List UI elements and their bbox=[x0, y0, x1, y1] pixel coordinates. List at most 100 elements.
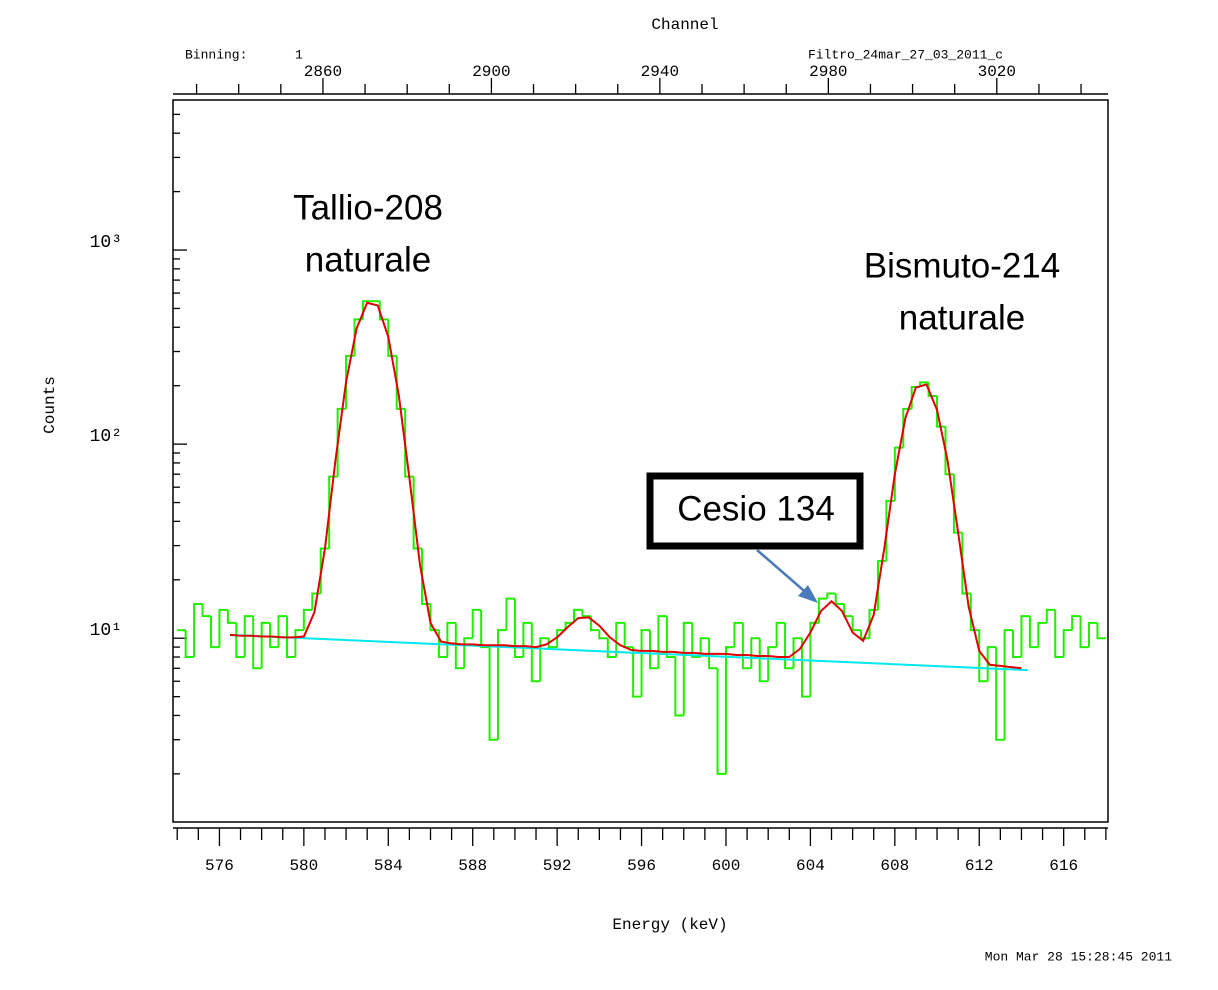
histogram-bin bbox=[927, 382, 938, 397]
histogram-bin bbox=[674, 657, 684, 717]
x-tick-label: 580 bbox=[289, 857, 318, 875]
histogram-bin bbox=[235, 622, 245, 659]
histogram-bin bbox=[1054, 609, 1064, 659]
annotation-text: Cesio 134 bbox=[677, 489, 835, 528]
annotation-text: Tallio-208 bbox=[293, 188, 443, 227]
x-tick-label: 608 bbox=[880, 857, 909, 875]
histogram-bin bbox=[1062, 629, 1073, 658]
x-tick-label: 592 bbox=[543, 857, 572, 875]
histogram-bin bbox=[691, 622, 701, 659]
histogram-bin bbox=[480, 609, 490, 649]
histogram-bin bbox=[623, 622, 634, 649]
x-tick-label: 576 bbox=[205, 857, 234, 875]
histogram-bin bbox=[606, 638, 617, 659]
histogram-bin bbox=[463, 637, 473, 669]
x-tick-label: 612 bbox=[965, 857, 994, 875]
x2-tick-label: 2900 bbox=[472, 63, 510, 81]
annotation-text: naturale bbox=[899, 298, 1025, 337]
histogram-bin bbox=[995, 647, 1005, 741]
histogram-bin bbox=[969, 593, 980, 632]
histogram-bin bbox=[640, 629, 650, 697]
histogram-bin bbox=[488, 647, 499, 741]
histogram-bin bbox=[1045, 608, 1056, 623]
histogram-bin bbox=[1071, 615, 1081, 631]
histogram-bin bbox=[412, 476, 423, 550]
histogram-bin bbox=[513, 598, 524, 659]
histogram-bin bbox=[682, 621, 693, 716]
histogram-bin bbox=[944, 426, 954, 476]
histogram-bin bbox=[539, 637, 549, 682]
histogram-bin bbox=[851, 616, 862, 632]
histogram-bin bbox=[834, 593, 845, 606]
x-tick-label: 588 bbox=[458, 857, 487, 875]
histogram-bin bbox=[429, 604, 439, 632]
histogram-bin bbox=[573, 608, 583, 623]
annotation-arrowhead bbox=[798, 585, 818, 603]
histogram-bin bbox=[952, 474, 963, 534]
histogram-bin bbox=[708, 638, 718, 670]
y-axis-title: Counts bbox=[41, 376, 59, 434]
histogram-bin bbox=[471, 608, 482, 639]
histogram-bin bbox=[387, 319, 397, 357]
x2-tick-label: 2940 bbox=[641, 63, 679, 81]
histogram-bin bbox=[589, 616, 600, 632]
fit-line bbox=[229, 301, 1022, 670]
annotation-arrow bbox=[756, 549, 811, 597]
histogram-bin bbox=[260, 621, 271, 669]
histogram-bin bbox=[530, 622, 541, 683]
histogram-bin bbox=[724, 646, 735, 774]
x2-tick-label: 2860 bbox=[304, 63, 342, 81]
histogram-bin bbox=[277, 615, 287, 648]
histogram-bin bbox=[767, 646, 777, 682]
histogram-bin bbox=[193, 603, 203, 658]
histogram-bin bbox=[243, 615, 254, 658]
histogram-bin bbox=[285, 616, 296, 659]
histogram-bin bbox=[556, 629, 566, 648]
histogram-bin bbox=[826, 592, 836, 599]
histogram-bin bbox=[750, 637, 760, 669]
histogram-bin bbox=[1020, 615, 1030, 658]
histogram-bin bbox=[843, 604, 853, 618]
histogram-bin bbox=[598, 630, 608, 640]
x2-tick-label: 2980 bbox=[809, 63, 847, 81]
histogram-bin bbox=[269, 622, 279, 649]
histogram-bin bbox=[294, 629, 304, 658]
histogram-bin bbox=[252, 616, 262, 670]
histogram-bin bbox=[522, 621, 532, 658]
histogram-bin bbox=[328, 475, 338, 549]
histogram-bin bbox=[446, 621, 456, 658]
histogram-bin bbox=[1037, 621, 1047, 648]
histogram-bin bbox=[302, 608, 313, 631]
histogram-bin bbox=[1012, 630, 1022, 659]
histogram-bin bbox=[184, 630, 195, 659]
histogram-bin bbox=[1096, 622, 1106, 640]
histogram-bin bbox=[1079, 616, 1089, 649]
y-tick-label: 10¹ bbox=[90, 621, 122, 641]
histogram-bin bbox=[716, 668, 726, 775]
histogram-bin bbox=[648, 630, 659, 670]
annotation-text: naturale bbox=[305, 240, 431, 279]
y-tick-label: 10² bbox=[90, 427, 122, 447]
x-tick-label: 600 bbox=[712, 857, 741, 875]
histogram-bin bbox=[201, 604, 211, 618]
histogram-bin bbox=[665, 616, 676, 659]
histogram-bin bbox=[1088, 621, 1098, 648]
binning-label: Binning: bbox=[185, 47, 247, 62]
timestamp: Mon Mar 28 15:28:45 2011 bbox=[985, 949, 1172, 964]
histogram-bin bbox=[784, 622, 794, 670]
file-name: Filtro_24mar_27_03_2011_c bbox=[808, 47, 1003, 62]
histogram-bin bbox=[581, 609, 591, 618]
x2-tick-label: 3020 bbox=[978, 63, 1016, 81]
histogram-bin bbox=[1028, 616, 1039, 649]
histogram-bin bbox=[615, 621, 625, 658]
histogram-bin bbox=[454, 622, 465, 670]
fit-line bbox=[229, 633, 1028, 672]
histogram-bin bbox=[800, 638, 811, 698]
histogram-bin bbox=[404, 408, 414, 478]
histogram-bin bbox=[733, 621, 743, 648]
histogram-bin bbox=[775, 621, 786, 648]
plot-frame bbox=[172, 99, 1109, 823]
annotation-text: Bismuto-214 bbox=[864, 246, 1060, 285]
histogram-bin bbox=[547, 638, 558, 649]
histogram-bin bbox=[657, 615, 667, 669]
